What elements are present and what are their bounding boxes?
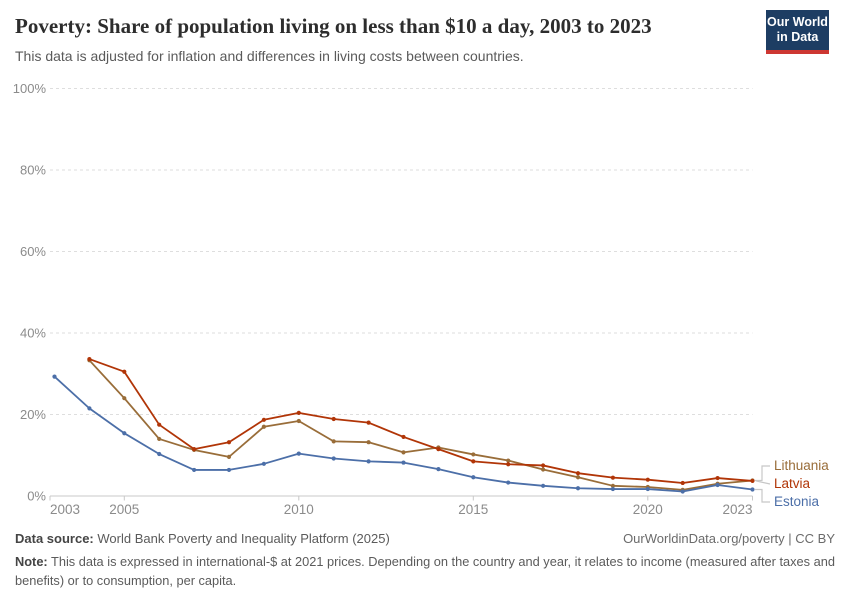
footnote-value: This data is expressed in international-… (15, 554, 835, 589)
svg-text:2023: 2023 (722, 502, 752, 517)
svg-text:2003: 2003 (50, 502, 80, 517)
svg-text:40%: 40% (20, 326, 46, 341)
legend-item-estonia[interactable]: Estonia (774, 494, 820, 509)
svg-text:2005: 2005 (109, 502, 139, 517)
data-source-value: World Bank Poverty and Inequality Platfo… (97, 531, 390, 546)
owid-logo-line1: Our World (767, 14, 828, 29)
svg-text:100%: 100% (13, 81, 47, 96)
footnote: Note: This data is expressed in internat… (15, 552, 835, 590)
data-source-line: Data source: World Bank Poverty and Ineq… (15, 531, 390, 546)
svg-text:20%: 20% (20, 407, 46, 422)
svg-text:0%: 0% (27, 489, 46, 504)
data-source-label: Data source: (15, 531, 94, 546)
svg-text:2015: 2015 (458, 502, 488, 517)
chart-title: Poverty: Share of population living on l… (15, 14, 652, 38)
svg-text:60%: 60% (20, 244, 46, 259)
legend-item-lithuania[interactable]: Lithuania (774, 458, 829, 473)
chart-subtitle: This data is adjusted for inflation and … (15, 48, 524, 64)
footnote-label: Note: (15, 554, 48, 569)
owid-logo-line2: in Data (776, 30, 819, 44)
legend-item-latvia[interactable]: Latvia (774, 476, 811, 491)
chart-footer: Data source: World Bank Poverty and Ineq… (15, 531, 835, 590)
svg-text:80%: 80% (20, 163, 46, 178)
svg-text:2020: 2020 (633, 502, 663, 517)
citation-link[interactable]: OurWorldinData.org/poverty | CC BY (623, 531, 835, 546)
chart-legend: Lithuania Latvia Estonia (774, 457, 829, 511)
owid-logo: Our World in Data (766, 10, 829, 54)
svg-text:2010: 2010 (284, 502, 314, 517)
